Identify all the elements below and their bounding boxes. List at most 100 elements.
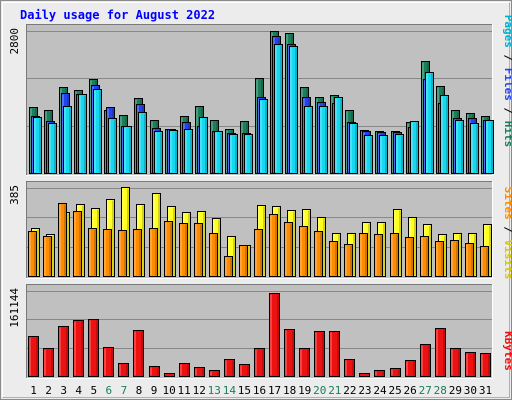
bar-pages-day-1-body (33, 117, 42, 174)
right-label-part: Files (502, 68, 512, 101)
bar-pages-day-10-body (169, 130, 178, 174)
bar-kbytes-day-22-body (344, 359, 355, 377)
x-tick-label-day-7: 7 (121, 384, 128, 397)
bar-pages-day-9 (154, 131, 163, 174)
bar-kbytes-day-30 (465, 352, 476, 377)
bar-kbytes-day-27-body (420, 344, 431, 377)
bar-sites-day-16 (254, 229, 263, 277)
x-tick-label-day-29: 29 (449, 384, 462, 397)
bar-kbytes-day-25-body (390, 368, 401, 377)
x-tick-label-day-14: 14 (223, 384, 237, 397)
bar-sites-day-9-body (149, 228, 158, 277)
bar-sites-day-7-body (118, 230, 127, 277)
bar-kbytes-day-23-body (359, 373, 370, 377)
bar-pages-day-24 (379, 135, 388, 174)
bar-kbytes-day-28-body (435, 328, 446, 377)
bar-sites-day-1-body (28, 231, 37, 277)
bar-pages-day-21 (334, 97, 343, 174)
bar-pages-day-10 (169, 130, 178, 174)
bar-kbytes-day-2-body (43, 348, 54, 377)
bar-sites-day-28-body (435, 241, 444, 277)
bar-kbytes-day-1-body (28, 336, 39, 377)
bar-pages-day-2 (48, 123, 57, 174)
bar-kbytes-day-16-body (254, 348, 265, 377)
bar-sites-day-20 (314, 231, 323, 277)
bar-pages-day-27 (425, 72, 434, 174)
bar-kbytes-day-21-body (329, 331, 340, 377)
bar-pages-day-3 (63, 106, 72, 174)
bar-sites-day-10 (164, 221, 173, 277)
x-tick-label-day-1: 1 (30, 384, 37, 397)
bar-kbytes-day-28 (435, 328, 446, 377)
bar-kbytes-day-4-body (73, 320, 84, 377)
bar-kbytes-day-17 (269, 293, 280, 377)
bar-sites-day-27 (420, 236, 429, 277)
bar-kbytes-day-23 (359, 373, 370, 377)
bar-kbytes-day-11-body (179, 363, 190, 377)
x-tick-label-day-4: 4 (75, 384, 82, 397)
bar-sites-day-11-body (179, 223, 188, 277)
bar-pages-day-2-body (48, 123, 57, 174)
bar-kbytes-day-6 (103, 347, 114, 377)
bar-sites-day-25-body (390, 233, 399, 277)
panel-max-label: 385 (8, 185, 21, 205)
bar-kbytes-day-10-body (164, 373, 175, 377)
x-tick-label-day-30: 30 (464, 384, 477, 397)
bar-sites-day-18-body (284, 222, 293, 277)
bar-sites-day-18 (284, 222, 293, 277)
bar-kbytes-day-12 (194, 367, 205, 377)
bar-pages-day-4-body (78, 94, 87, 174)
bar-pages-day-26-body (410, 121, 419, 174)
bar-kbytes-day-25 (390, 368, 401, 377)
bar-kbytes-day-12-body (194, 367, 205, 377)
bar-pages-day-22 (349, 123, 358, 174)
x-tick-label-day-3: 3 (60, 384, 67, 397)
bar-kbytes-day-8-body (133, 330, 144, 377)
bar-kbytes-day-17-body (269, 293, 280, 377)
bar-sites-day-8-body (133, 229, 142, 277)
bar-sites-day-4 (73, 211, 82, 277)
bar-sites-day-15 (239, 245, 248, 277)
bar-pages-day-23 (364, 135, 373, 174)
bar-pages-day-3-body (63, 106, 72, 174)
bar-sites-day-24 (374, 234, 383, 277)
right-label-part: KBytes (502, 331, 512, 371)
right-label-part: Pages (502, 15, 512, 48)
right-label-part: Sites (502, 187, 512, 220)
bar-kbytes-day-19-body (299, 348, 310, 377)
bar-sites-day-14 (224, 256, 233, 277)
x-tick-label-day-21: 21 (328, 384, 341, 397)
bar-sites-day-7 (118, 230, 127, 277)
bar-kbytes-day-4 (73, 320, 84, 377)
bar-sites-day-5 (88, 228, 97, 277)
bar-pages-day-7 (123, 126, 132, 174)
bar-sites-day-23-body (359, 233, 368, 277)
right-label-bottom: KBytes (502, 331, 512, 371)
bar-sites-day-21-body (329, 241, 338, 277)
bar-kbytes-day-24-body (374, 370, 385, 377)
bar-pages-day-6-body (108, 118, 117, 174)
right-label-part: / (502, 220, 512, 240)
bar-sites-day-26-body (405, 237, 414, 277)
x-tick-label-day-28: 28 (434, 384, 447, 397)
bar-sites-day-19-body (299, 226, 308, 277)
bar-kbytes-day-16 (254, 348, 265, 377)
bar-pages-day-24-body (379, 135, 388, 174)
bar-sites-day-2-body (43, 236, 52, 277)
bar-pages-day-5-body (93, 89, 102, 174)
bar-pages-day-25-body (395, 134, 404, 174)
x-tick-label-day-8: 8 (136, 384, 143, 397)
bar-sites-day-29 (450, 240, 459, 277)
bar-pages-day-14 (229, 134, 238, 174)
bar-pages-day-8-body (138, 112, 147, 174)
x-tick-label-day-15: 15 (238, 384, 251, 397)
bar-kbytes-day-9 (149, 366, 160, 377)
bar-sites-day-17 (269, 214, 278, 277)
bar-sites-day-17-body (269, 214, 278, 277)
bar-kbytes-day-31 (480, 353, 491, 377)
x-tick-label-day-18: 18 (283, 384, 296, 397)
bar-pages-day-15-body (244, 134, 253, 174)
bar-pages-day-20 (319, 106, 328, 174)
bar-sites-day-19 (299, 226, 308, 277)
x-tick-label-day-23: 23 (358, 384, 371, 397)
